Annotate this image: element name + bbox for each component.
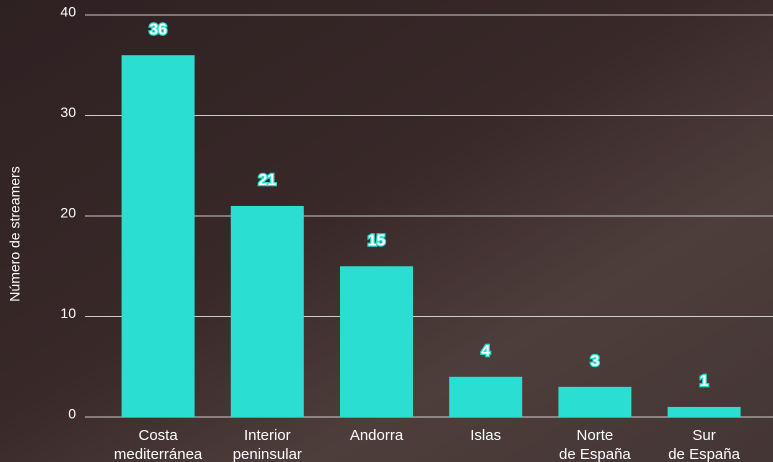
x-tick-label: Islas <box>470 427 501 444</box>
x-tick-label: Sur de España <box>668 427 740 462</box>
bar <box>558 386 632 417</box>
value-label: 15 <box>368 232 386 249</box>
x-tick-label: Costa mediterránea <box>114 427 203 462</box>
x-tick-label: Interior peninsular <box>233 427 302 462</box>
y-tick-label: 20 <box>60 205 76 221</box>
y-axis-label: Número de streamers <box>7 166 23 301</box>
value-label: 21 <box>258 172 276 189</box>
value-label: 4 <box>481 343 490 360</box>
value-label: 3 <box>590 353 599 370</box>
y-tick-label: 10 <box>60 305 76 321</box>
value-label: 1 <box>700 373 709 390</box>
bar <box>340 266 413 417</box>
bar <box>449 376 523 417</box>
y-tick-label: 40 <box>60 4 76 20</box>
x-tick-label: Norte de España <box>559 427 631 462</box>
bar <box>230 205 304 417</box>
x-tick-label: Andorra <box>350 427 404 444</box>
y-tick-label: 0 <box>68 406 76 422</box>
y-tick-label: 30 <box>60 104 76 120</box>
bar <box>667 406 741 417</box>
bar <box>121 55 195 417</box>
value-label: 36 <box>149 21 167 38</box>
